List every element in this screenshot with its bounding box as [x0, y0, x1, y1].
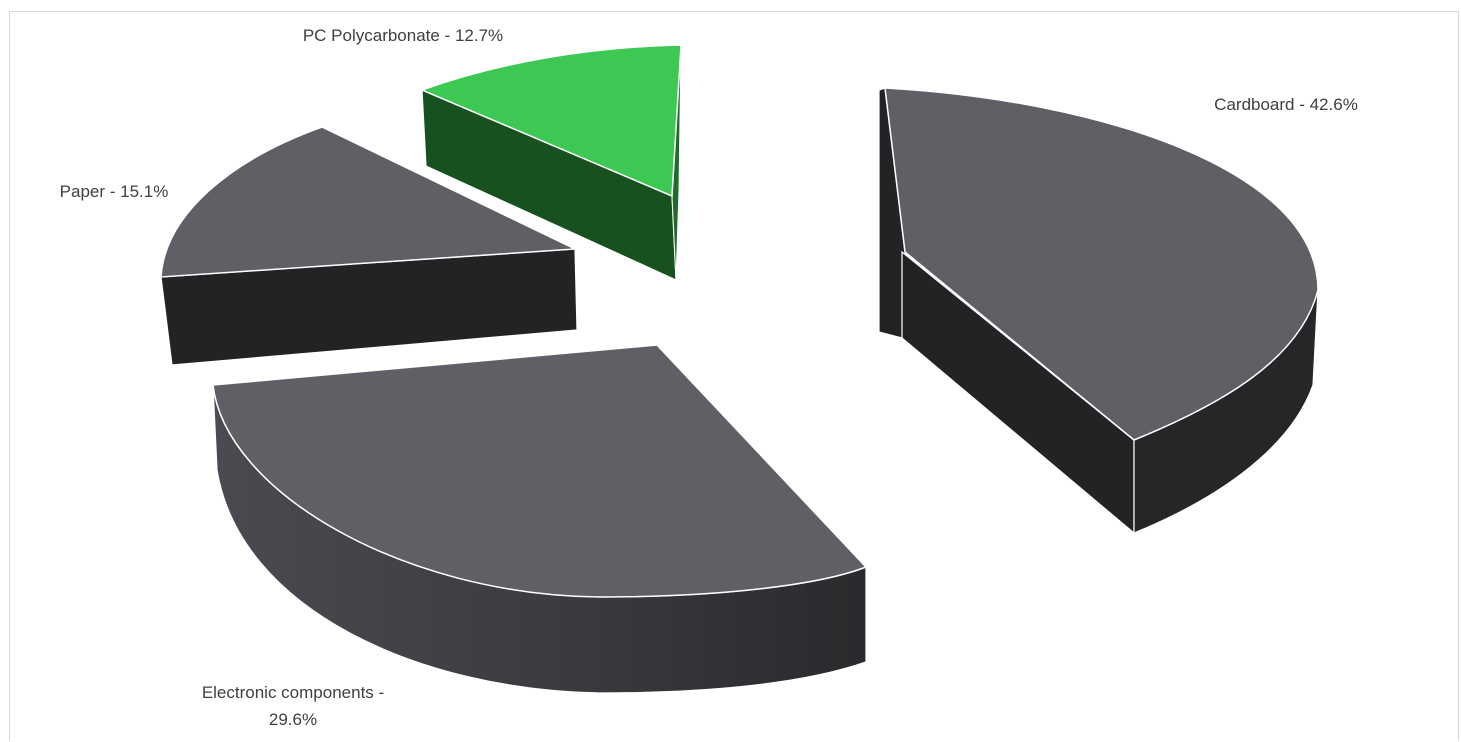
- label-pc-polycarbonate: PC Polycarbonate - 12.7%: [303, 26, 503, 45]
- slice-electronic-components[interactable]: [212, 343, 868, 694]
- label-electronic-components-line1: Electronic components -: [202, 683, 384, 702]
- slice-paper-top: [160, 126, 578, 278]
- slice-electronic-components-top: [212, 344, 868, 598]
- label-paper: Paper - 15.1%: [60, 182, 169, 201]
- slice-pc-polycarbonate[interactable]: [419, 44, 682, 281]
- slice-cardboard-top: [884, 87, 1319, 441]
- label-cardboard: Cardboard - 42.6%: [1214, 95, 1358, 114]
- chart-frame: [9, 11, 1459, 741]
- slice-cardboard[interactable]: [878, 87, 1319, 535]
- slice-pc-polycarbonate-top: [419, 44, 682, 198]
- slice-paper[interactable]: [160, 126, 578, 366]
- label-electronic-components-line2: 29.6%: [269, 710, 317, 729]
